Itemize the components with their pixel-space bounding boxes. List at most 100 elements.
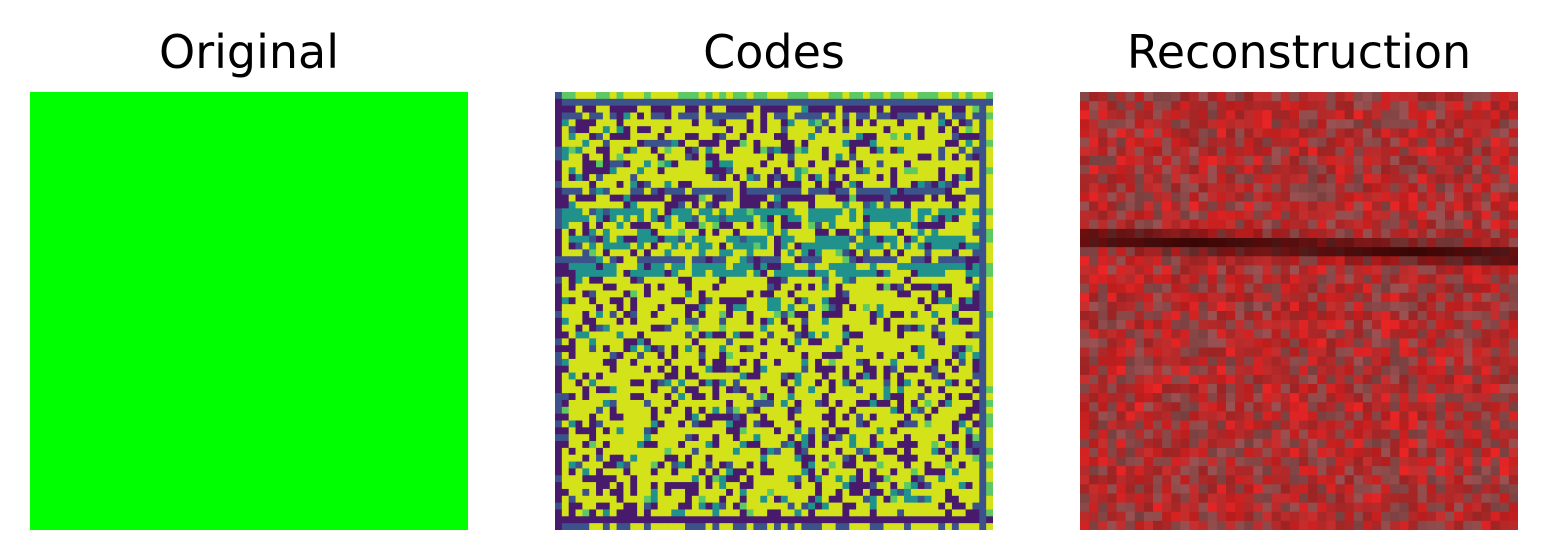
codes-cell [712,276,720,285]
codes-cell [685,263,693,271]
codes-cell [616,454,624,462]
codes-cell [760,187,768,196]
reconstruction-cell [1362,137,1373,148]
reconstruction-cell [1280,228,1291,239]
codes-cell [835,235,843,243]
reconstruction-cell [1207,192,1218,202]
reconstruction-cell [1180,238,1190,248]
reconstruction-cell [1089,247,1099,257]
reconstruction-cell [1280,256,1291,266]
codes-cell [616,358,624,367]
codes-cell [698,167,706,175]
reconstruction-cell [1116,101,1127,111]
codes-cell [951,516,960,524]
codes-cell [657,153,665,161]
reconstruction-cell [1207,165,1218,175]
codes-cell [917,516,925,524]
reconstruction-cell [1326,165,1336,175]
reconstruction-cell [1399,101,1409,111]
codes-cell [876,311,884,319]
codes-cell [555,386,563,394]
reconstruction-cell [1143,256,1154,266]
reconstruction-cell [1262,128,1273,139]
codes-cell [753,420,761,428]
codes-cell [890,516,898,524]
codes-cell [938,153,946,161]
codes-cell [596,352,604,360]
codes-cell [691,235,700,243]
codes-cell [623,502,631,510]
codes-cell [657,345,665,353]
reconstruction-cell [1080,192,1090,202]
codes-cell [705,263,713,271]
codes-cell [691,468,700,476]
codes-cell [698,331,706,339]
codes-cell [958,461,967,469]
codes-cell [972,427,980,435]
codes-cell [609,201,617,209]
codes-cell [643,523,652,530]
codes-cell [883,194,891,202]
codes-cell [596,399,604,408]
codes-cell [862,352,871,360]
codes-cell [637,386,645,394]
codes-cell [787,345,795,353]
reconstruction-cell [1162,192,1172,202]
codes-cell [582,488,590,497]
codes-cell [746,139,754,148]
codes-cell [842,201,850,209]
codes-cell [616,399,624,408]
codes-cell [637,167,645,175]
reconstruction-cell [1308,183,1318,193]
codes-cell [931,153,939,161]
codes-cell [719,269,727,278]
reconstruction-cell [1289,192,1300,202]
codes-cell [767,297,775,305]
codes-cell [951,358,960,367]
reconstruction-cell [1326,101,1336,111]
codes-cell [664,269,672,278]
codes-cell [637,399,645,408]
codes-cell [671,509,679,517]
codes-cell [616,509,624,517]
codes-cell [904,180,912,189]
codes-cell [808,98,816,107]
reconstruction-cell [1435,210,1446,221]
codes-cell [582,92,590,100]
codes-cell [678,180,686,189]
codes-cell [561,194,570,202]
codes-cell [876,509,884,517]
codes-cell [555,119,563,127]
codes-cell [739,290,748,298]
codes-cell [828,92,836,100]
codes-cell [828,187,836,196]
codes-cell [643,338,652,346]
codes-cell [767,447,775,456]
codes-cell [965,434,973,442]
reconstruction-cell [1481,183,1492,193]
codes-cell [712,208,720,216]
codes-cell [623,461,631,469]
reconstruction-cell [1134,228,1145,239]
codes-cell [958,475,967,483]
codes-cell [671,393,679,401]
codes-cell [815,420,823,428]
codes-cell [849,461,857,469]
reconstruction-cell [1162,92,1172,102]
reconstruction-cell [1499,192,1510,202]
codes-cell [842,208,850,216]
codes-cell [794,269,802,278]
codes-cell [609,454,617,462]
reconstruction-cell [1098,228,1108,239]
codes-cell [691,482,700,490]
reconstruction-cell [1299,137,1309,148]
codes-cell [780,167,789,175]
codes-cell [835,523,843,530]
reconstruction-cell [1244,110,1254,120]
codes-cell [691,256,700,264]
codes-cell [883,331,891,339]
codes-cell [616,201,624,209]
reconstruction-cell [1107,256,1117,266]
original-title: Original [158,25,339,79]
codes-cell [609,324,617,332]
